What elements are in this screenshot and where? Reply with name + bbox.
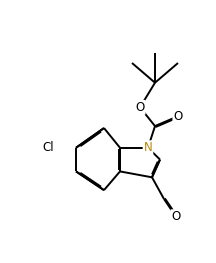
Text: Cl: Cl bbox=[42, 141, 54, 154]
Text: N: N bbox=[144, 141, 152, 154]
Text: O: O bbox=[171, 210, 181, 223]
Text: O: O bbox=[135, 101, 145, 114]
Text: O: O bbox=[173, 110, 183, 123]
